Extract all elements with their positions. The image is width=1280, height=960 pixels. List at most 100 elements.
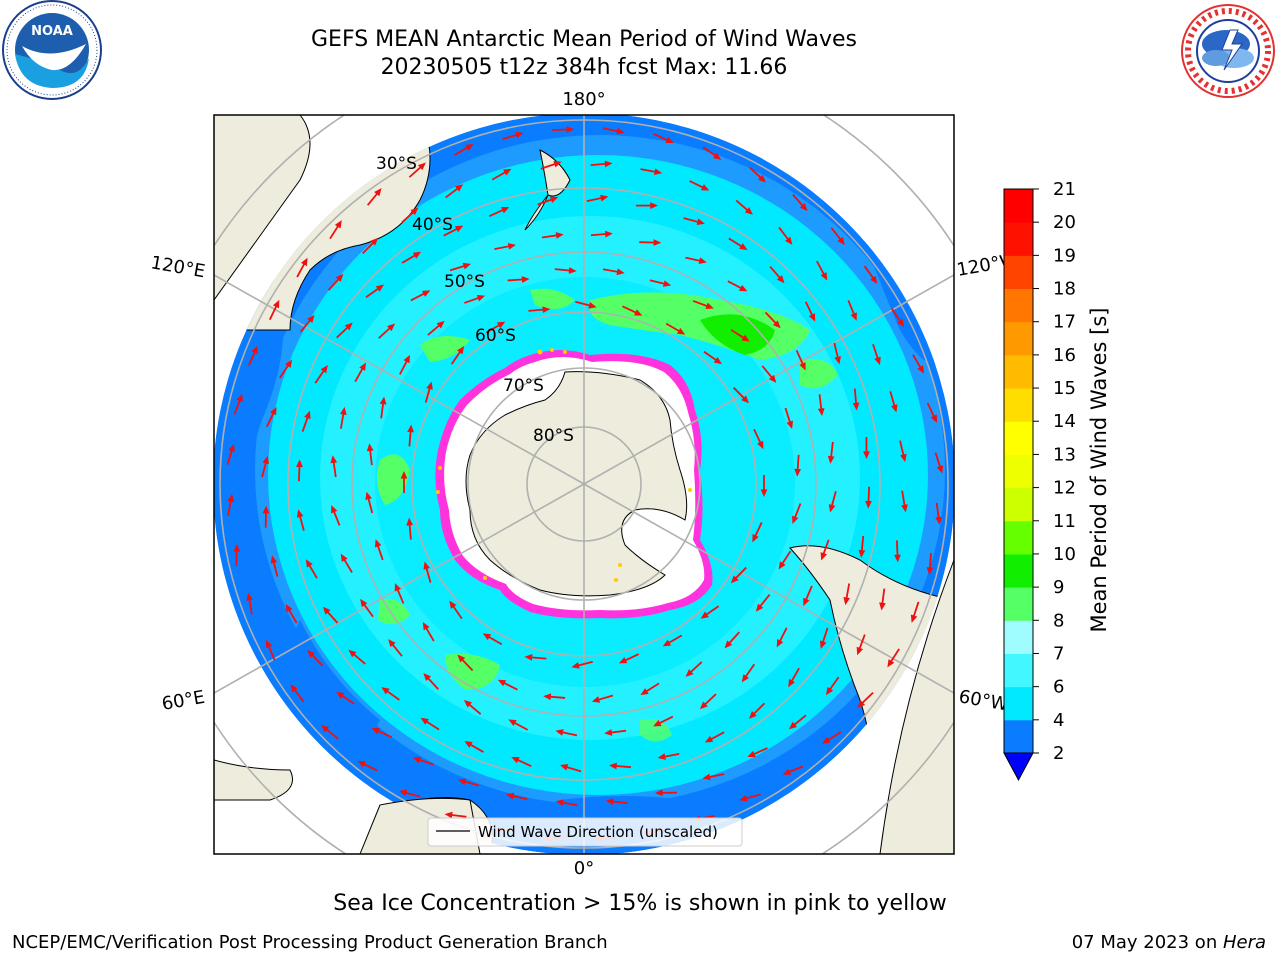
wind-wave-arrow-head <box>422 622 430 631</box>
wind-wave-arrow-head <box>799 362 806 371</box>
wind-wave-arrow-head <box>272 299 280 309</box>
wind-wave-arrow-head <box>755 603 764 612</box>
wind-wave-arrow-head <box>676 327 686 335</box>
wind-wave-arrow-head <box>778 561 786 570</box>
wind-wave-arrow-head <box>374 188 382 197</box>
wind-wave-arrow-head <box>819 640 827 649</box>
wind-wave-arrow-head <box>555 729 564 736</box>
wind-wave-arrow-head <box>856 646 864 656</box>
wind-wave-arrow-head <box>605 798 614 805</box>
wind-wave-arrow-head <box>307 314 315 324</box>
wind-wave-arrow-head <box>936 465 944 474</box>
wind-wave-arrow-head <box>825 686 834 696</box>
lat-label-80s: 80°S <box>533 426 574 446</box>
wind-wave-arrow-head <box>426 381 433 390</box>
wind-wave-arrow-head <box>738 284 748 292</box>
wind-wave-arrow-head <box>685 669 694 677</box>
wind-wave-arrow-head <box>887 659 895 668</box>
colorbar-segment <box>1004 288 1033 323</box>
wind-wave-arrow-head <box>657 753 666 760</box>
colorbar-tick-label: 7 <box>1053 643 1064 664</box>
wind-wave-arrow-head <box>394 583 402 592</box>
wind-wave-arrow-head <box>559 764 569 771</box>
legend-label: Wind Wave Direction (unscaled) <box>478 823 718 841</box>
wind-wave-arrow-head <box>511 756 520 764</box>
colorbar-tick-label: 14 <box>1053 411 1076 432</box>
wind-wave-arrow-head <box>863 451 870 460</box>
wind-wave-arrow-head <box>744 207 753 215</box>
wind-wave-arrow-head <box>591 696 601 703</box>
wind-wave-arrow-head <box>270 555 278 564</box>
wind-wave-arrow-head <box>820 272 828 281</box>
wind-wave-arrow-head <box>366 443 374 452</box>
colorbar-segment <box>1004 321 1033 356</box>
wind-wave-arrow-head <box>285 603 293 613</box>
wind-wave-arrow-head <box>828 504 836 513</box>
wind-wave-arrow-head <box>290 684 298 693</box>
wind-wave-arrow-head <box>270 406 277 416</box>
wind-wave-arrow-head <box>857 700 866 708</box>
wind-wave-arrow-head <box>412 756 422 764</box>
wind-wave-arrow-head <box>410 207 419 216</box>
sea-ice-note: Sea Ice Concentration > 15% is shown in … <box>333 891 947 916</box>
wind-wave-arrow-head <box>935 516 942 525</box>
wind-wave-arrow-head <box>752 533 759 543</box>
wind-wave-arrow-head <box>702 773 711 781</box>
wind-wave-arrow-head <box>782 768 791 775</box>
lat-label-30s: 30°S <box>376 154 417 174</box>
wind-wave-arrow-head <box>640 688 649 696</box>
colorbar-segment <box>1004 487 1033 522</box>
wind-wave-arrow-head <box>457 654 466 663</box>
wind-wave-arrow-head <box>760 489 768 497</box>
wind-wave-arrow-head <box>476 294 486 302</box>
wind-wave-arrow-head <box>588 302 597 309</box>
wind-wave-arrow-head <box>757 440 764 450</box>
wind-wave-arrow-head <box>265 639 273 649</box>
wind-wave-arrow-head <box>381 687 390 695</box>
wind-wave-arrow-head <box>503 168 512 176</box>
wind-wave-arrow-head <box>304 410 311 420</box>
wind-wave-arrow-head <box>730 575 739 584</box>
wind-wave-arrow-head <box>852 402 860 411</box>
wind-wave-arrow-head <box>549 196 559 203</box>
wind-wave-arrow-head <box>412 251 422 259</box>
colorbar-under-triangle <box>1003 752 1034 782</box>
wind-wave-arrow-head <box>357 760 366 768</box>
wind-wave-arrow-head <box>604 230 613 238</box>
map-legend: Wind Wave Direction (unscaled) <box>427 817 743 847</box>
wind-wave-arrow-head <box>604 729 613 736</box>
wind-wave-arrow-head <box>420 717 429 725</box>
wind-wave-arrow-head <box>482 633 492 641</box>
wind-wave-arrow-head <box>339 406 347 416</box>
wind-wave-arrow-head <box>464 741 473 748</box>
lon-label-180: 180° <box>562 89 605 110</box>
wind-wave-arrow-head <box>463 700 472 708</box>
wind-wave-arrow-head <box>712 152 722 160</box>
wind-wave-arrow-head <box>365 491 372 500</box>
wind-wave-arrow-head <box>870 275 878 284</box>
wind-wave-arrow-head <box>320 364 328 374</box>
wind-wave-arrow-head <box>822 736 831 744</box>
wind-wave-arrow-head <box>817 408 825 417</box>
wind-wave-arrow-head <box>370 237 379 246</box>
wind-wave-arrow-head <box>696 218 705 226</box>
colorbar-tick-label: 21 <box>1053 179 1076 200</box>
colorbar-segment <box>1004 421 1033 455</box>
wind-wave-arrow-head <box>843 596 850 606</box>
wind-wave-arrow-head <box>406 517 414 526</box>
wind-wave-arrow-head <box>879 602 886 611</box>
wind-wave-arrow-head <box>322 606 331 615</box>
colorbar: 2 4 6 7 8 9 10 11 12 13 14 15 16 17 18 19 20 21 <box>1003 179 1076 782</box>
wind-wave-arrow-head <box>600 194 609 202</box>
map-frame <box>213 114 955 855</box>
wind-wave-arrow-head <box>321 725 330 733</box>
wind-wave-arrow-head <box>604 160 613 168</box>
wind-wave-arrow-head <box>454 225 464 233</box>
wind-wave-arrow-head <box>768 374 777 383</box>
wind-wave-arrow-head <box>713 356 722 365</box>
wind-wave-arrow-head <box>616 268 625 276</box>
wind-wave-arrow-head <box>747 750 756 758</box>
wind-wave-arrow-head <box>662 280 672 287</box>
wind-wave-arrow-head <box>388 639 396 648</box>
wind-wave-arrow-head <box>555 232 564 239</box>
